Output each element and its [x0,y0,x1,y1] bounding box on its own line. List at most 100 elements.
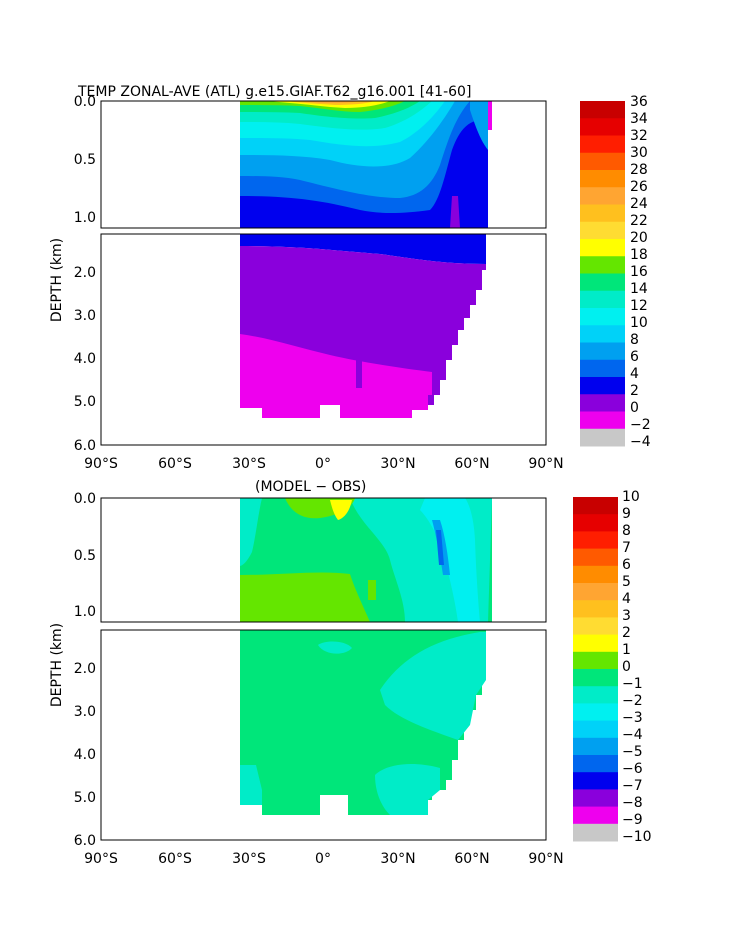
colorbar-swatch [580,170,625,188]
x-tick-label: 90°N [528,456,563,472]
diff-lower-field [240,630,486,815]
x-tick-label: 0° [315,851,331,867]
temp-region-arctic-surface [488,101,492,130]
colorbar-label: 28 [630,162,648,178]
y-tick-label: 1.0 [74,604,96,620]
colorbar-swatch [580,239,625,257]
temp-lower-field [240,234,486,418]
colorbar-label: 20 [630,230,648,246]
colorbar-swatch [580,394,625,412]
x-tick-label: 60°S [158,851,192,867]
colorbar-swatch [580,428,625,447]
colorbar-swatch [580,187,625,205]
diff-panel: (MODEL − OBS) 0.0 0.5 1.0 2.0 [49,479,652,867]
colorbar-label: −4 [630,434,651,450]
diff-x-axis: 90°S 60°S 30°S 0° 30°N 60°N 90°N [84,851,564,867]
x-tick-label: 30°S [232,851,266,867]
colorbar-label: −6 [622,761,643,777]
diff-region-1to2-south [240,572,370,622]
colorbar-swatch [573,565,618,584]
colorbar-label: 5 [622,574,631,590]
colorbar-label: 8 [630,332,639,348]
diff-region-1to2-patch [368,580,376,600]
x-tick-label: 90°N [528,851,563,867]
colorbar-label: 34 [630,111,648,127]
colorbar-swatch [580,152,625,171]
colorbar-label: −2 [630,417,651,433]
diff-colorbar-labels: 10 9 8 7 6 5 4 3 2 1 0 −1 −2 −3 −4 −5 −6… [622,489,652,845]
colorbar-swatch [580,101,625,119]
x-tick-label: 30°N [380,851,415,867]
colorbar-label: −3 [622,710,643,726]
diff-panel-title: (MODEL − OBS) [255,479,366,495]
y-tick-label: 1.0 [74,210,96,226]
colorbar-label: 6 [630,349,639,365]
temp-panel: TEMP ZONAL-AVE (ATL) g.e15.GIAF.T62_g16.… [49,84,651,472]
colorbar-swatch [573,789,618,808]
colorbar-label: 16 [630,264,648,280]
colorbar-swatch [580,359,625,378]
temp-deep-trench [356,360,362,388]
diff-upper-frame [100,497,547,623]
temp-panel-title: TEMP ZONAL-AVE (ATL) g.e15.GIAF.T62_g16.… [77,84,471,100]
colorbar-label: 7 [622,540,631,556]
y-tick-label: 0.5 [74,152,96,168]
y-tick-label: 6.0 [74,438,96,454]
y-tick-label: 2.0 [74,265,96,281]
diff-region-minus1-west [240,498,262,566]
temp-region-nordic-trough [450,196,460,228]
temp-region-arctic-warm [470,101,488,150]
y-tick-label: 0.5 [74,548,96,564]
diff-lower-frame [100,629,547,841]
colorbar-label: 10 [630,315,648,331]
diff-deep-minus1-north [380,632,486,740]
y-tick-label: 2.0 [74,661,96,677]
colorbar-swatch [580,290,625,309]
colorbar-swatch [573,583,618,601]
y-tick-label: 4.0 [74,351,96,367]
colorbar-swatch [573,806,618,825]
colorbar-label: −7 [622,778,643,794]
colorbar-label: 24 [630,196,648,212]
y-tick-label: 0.0 [74,94,96,110]
x-tick-label: 90°S [84,456,118,472]
colorbar-swatch [580,118,625,136]
y-tick-label: 3.0 [74,308,96,324]
colorbar-label: 14 [630,281,648,297]
colorbar-swatch [573,703,618,722]
colorbar-swatch [573,531,618,550]
colorbar-label: 36 [630,94,648,110]
colorbar-label: 32 [630,128,648,144]
colorbar-swatch [573,686,618,704]
y-axis-label: DEPTH (km) [49,238,65,322]
diff-y-axis: 0.0 0.5 1.0 2.0 3.0 4.0 5.0 6.0 DEPTH (k… [49,491,96,849]
colorbar-swatch [580,256,625,274]
colorbar-label: 0 [630,400,639,416]
x-tick-label: 0° [315,456,331,472]
temp-x-axis: 90°S 60°S 30°S 0° 30°N 60°N 90°N [84,456,564,472]
x-tick-label: 60°N [454,456,489,472]
temp-lower-frame [100,233,547,446]
colorbar-swatch [580,377,625,395]
colorbar-swatch [573,617,618,636]
colorbar-label: −8 [622,795,643,811]
colorbar-swatch [580,411,625,430]
colorbar-label: 3 [622,608,631,624]
colorbar-label: 2 [622,625,631,641]
colorbar-label: 18 [630,247,648,263]
temp-deep-3to4 [240,234,486,264]
y-tick-label: 3.0 [74,704,96,720]
colorbar-label: −10 [622,829,652,845]
diff-region-3to4 [330,500,352,520]
y-tick-label: 5.0 [74,790,96,806]
colorbar-swatch [573,651,618,670]
diff-colorbar [573,497,618,842]
y-tick-label: 0.0 [74,491,96,507]
colorbar-label: 22 [630,213,648,229]
diff-upper-field [240,498,492,622]
colorbar-swatch [573,772,618,790]
colorbar-label: 0 [622,659,631,675]
colorbar-label: 4 [622,591,631,607]
colorbar-label: 6 [622,557,631,573]
colorbar-swatch [573,669,618,687]
